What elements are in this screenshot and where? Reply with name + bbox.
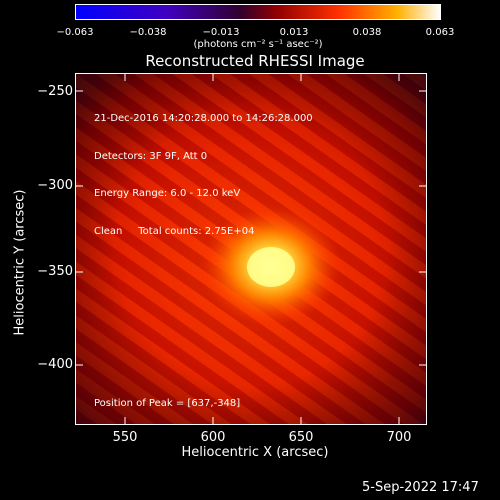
colorbar-tick-label: −0.038 [129,27,167,38]
x-tick-label: 650 [288,430,314,445]
x-axis-label: Heliocentric X (arcsec) [181,445,329,460]
timestamp: 5-Sep-2022 17:47 [362,480,479,495]
colorbar-tick-label: −0.013 [202,27,240,38]
y-tick-label: −300 [37,178,73,193]
peak-position: Position of Peak = [637,-348] [94,398,241,409]
y-axis-label: Heliocentric Y (arcsec) [12,189,28,336]
colorbar-tick-label: −0.063 [56,27,94,38]
info-line-time: 21-Dec-2016 14:20:28.000 to 14:26:28.000 [94,113,313,124]
plot-title: Reconstructed RHESSI Image [145,52,365,70]
colorbar [75,4,441,20]
x-tick-label: 700 [386,430,412,445]
info-line-detectors: Detectors: 3F 9F, Att 0 [94,150,208,162]
y-tick-label: −400 [37,357,73,372]
info-line-energy: Energy Range: 6.0 - 12.0 keV [94,188,241,199]
info-line-counts: Clean Total counts: 2.75E+04 [94,225,255,237]
observation-info: 21-Dec-2016 14:20:28.000 to 14:26:28.000… [94,88,313,251]
colorbar-tick-label: 0.013 [279,27,309,38]
y-tick-label: −350 [37,264,73,279]
x-tick-label: 550 [112,430,138,445]
y-tick-label: −250 [37,84,73,99]
rhessi-image [75,73,427,425]
colorbar-tick-label: 0.038 [352,27,382,38]
x-tick-label: 600 [200,430,226,445]
colorbar-tick-label: 0.063 [425,27,455,38]
colorbar-units: (photons cm⁻² s⁻¹ asec⁻²) [193,39,323,50]
